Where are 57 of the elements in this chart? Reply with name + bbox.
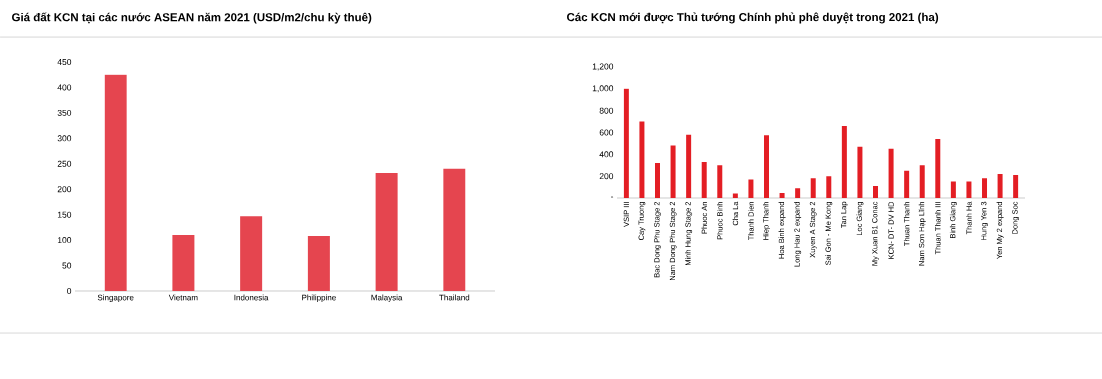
bar [240, 216, 263, 291]
bar [810, 178, 816, 198]
bar [1013, 175, 1019, 198]
x-tick-label: Philippine [302, 294, 336, 302]
y-tick-label: 800 [599, 107, 614, 114]
y-tick-label: 350 [57, 109, 72, 116]
x-tick-label: Thailand [439, 294, 470, 301]
bar [104, 74, 127, 291]
y-tick-label: 100 [57, 237, 72, 244]
bar [982, 178, 988, 198]
x-tick-label: Indonesia [234, 294, 269, 301]
y-tick-label: 50 [62, 262, 72, 269]
bar [764, 135, 769, 198]
bar [670, 145, 676, 198]
y-tick-label: 200 [599, 173, 614, 180]
y-tick-label: 400 [599, 151, 614, 158]
y-tick-label: 150 [57, 211, 72, 218]
bar [172, 235, 195, 291]
bar [888, 148, 894, 198]
bar [966, 181, 972, 198]
bar [904, 170, 910, 198]
bar [841, 125, 847, 198]
bar [919, 165, 925, 198]
chart-title: Các KCN mới được Thủ tướng Chính phủ phê duyệt trong 2021 (ha) [567, 12, 939, 24]
bar [717, 165, 723, 198]
y-tick-label: 400 [57, 84, 72, 91]
bar [826, 176, 832, 198]
y-tick-label: 200 [57, 186, 72, 193]
y-tick-label: 0 [67, 287, 72, 294]
y-tick-label: 250 [57, 160, 72, 167]
bar [375, 172, 398, 291]
bar [443, 168, 466, 291]
bar [655, 163, 660, 198]
bar [732, 193, 738, 198]
bar [950, 181, 956, 198]
bar [935, 139, 941, 198]
x-tick-label: Singapore [97, 294, 134, 302]
bar [686, 134, 692, 198]
bar [857, 146, 863, 198]
y-tick-label: 450 [57, 58, 72, 65]
y-tick-label: 600 [599, 129, 614, 136]
x-tick-label: Vietnam [168, 294, 198, 301]
bar [701, 161, 707, 198]
bar [997, 173, 1003, 198]
bar [307, 236, 330, 291]
y-tick-label: 300 [57, 135, 72, 142]
y-tick-label: - [611, 196, 614, 198]
bar [779, 193, 785, 198]
bar [623, 88, 629, 198]
x-tick-label: Malaysia [371, 294, 403, 302]
bar [873, 185, 879, 198]
bar [639, 121, 645, 198]
chart-title: Giá đất KCN tại các nước ASEAN năm 2021 (USD/m2/chu kỳ thuê) [12, 12, 372, 24]
y-tick-label: 1,200 [592, 63, 614, 71]
bar [795, 188, 801, 198]
y-tick-label: 1,000 [592, 85, 614, 93]
bar [748, 179, 754, 198]
